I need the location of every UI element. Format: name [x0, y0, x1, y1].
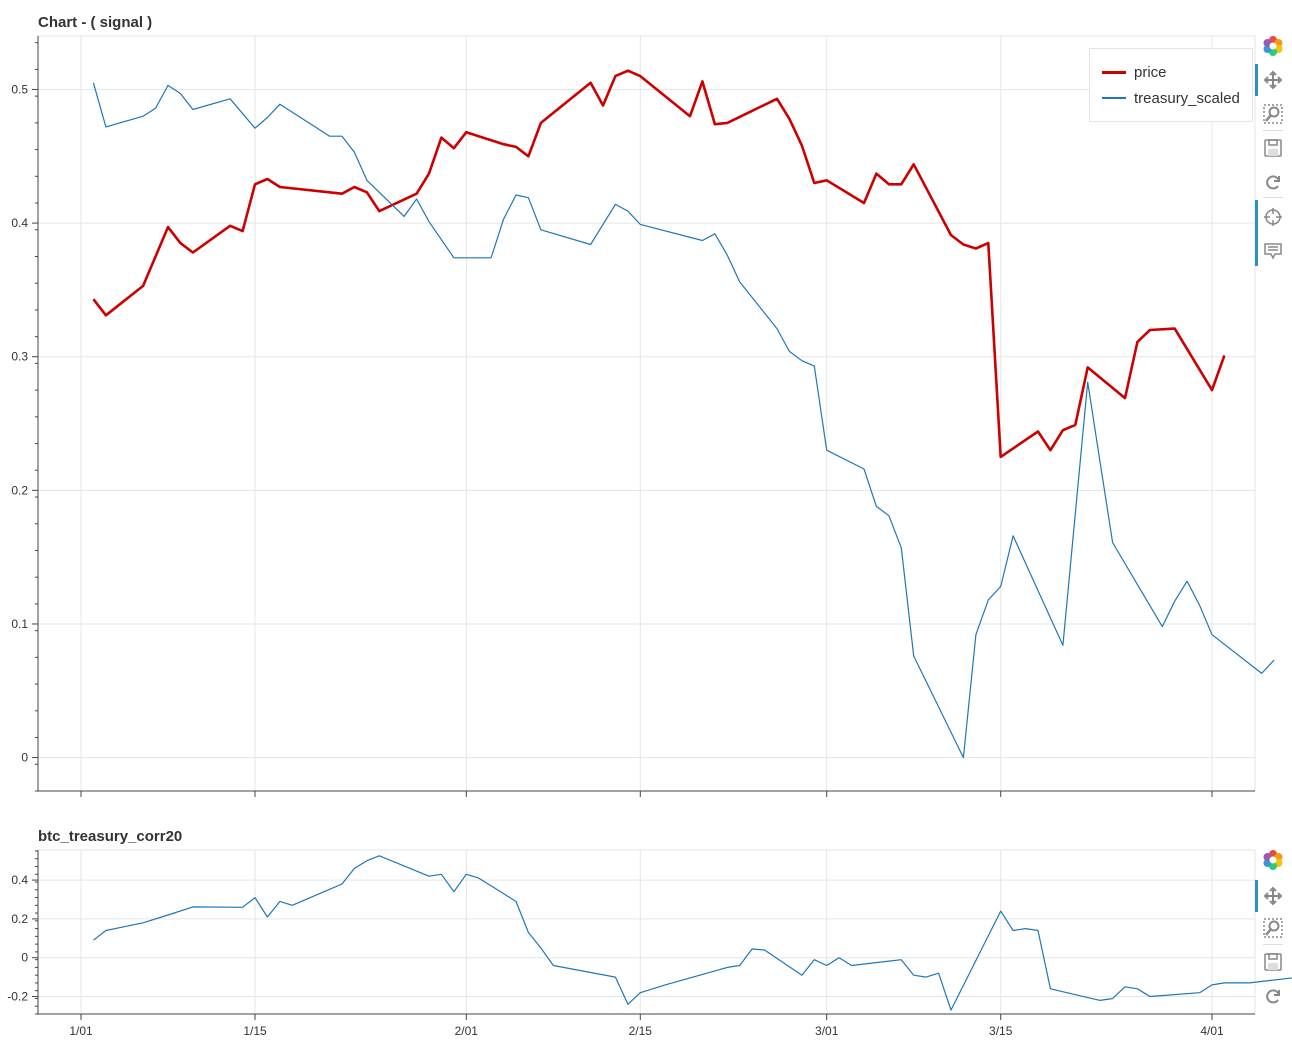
x-tick-label: 2/01 [455, 1024, 479, 1038]
bokeh-logo-icon[interactable] [1261, 848, 1285, 872]
y-tick-label: 0.2 [11, 912, 28, 926]
signal-chart-panel: Chart - ( signal ) 00.10.20.30.40.51/011… [0, 0, 1292, 800]
legend-item-treasury-scaled[interactable]: treasury_scaled [1102, 85, 1240, 111]
chart-legend: price treasury_scaled [1089, 48, 1253, 122]
legend-item-price[interactable]: price [1102, 59, 1240, 85]
x-tick-label: 3/01 [815, 1024, 839, 1038]
y-tick-label: -0.2 [7, 990, 28, 1004]
legend-label-treasury-scaled: treasury_scaled [1134, 89, 1240, 107]
plot-area[interactable] [37, 35, 1256, 792]
y-tick-label: 0.2 [11, 483, 28, 497]
toolbar-divider [1263, 944, 1283, 945]
pan-icon[interactable] [1261, 68, 1285, 92]
chart-title: Chart - ( signal ) [38, 14, 153, 31]
toolbar-divider [1263, 130, 1283, 131]
y-tick-label: 0.1 [11, 617, 28, 631]
x-tick-label: 1/15 [243, 1024, 267, 1038]
chart-toolbar [1255, 846, 1291, 1016]
legend-swatch-price [1102, 70, 1126, 74]
active-gesture-indicator [1255, 880, 1258, 912]
y-tick-label: 0.4 [11, 216, 28, 230]
active-inspect-indicator [1255, 200, 1258, 266]
reset-icon[interactable] [1261, 984, 1285, 1008]
crosshair-icon[interactable] [1261, 205, 1285, 229]
legend-swatch-treasury-scaled [1102, 97, 1126, 99]
chart-title: btc_treasury_corr20 [38, 828, 183, 845]
pan-icon[interactable] [1261, 884, 1285, 908]
y-tick-label: 0 [21, 751, 28, 765]
y-tick-label: 0.3 [11, 350, 28, 364]
reset-icon[interactable] [1261, 170, 1285, 194]
toolbar-divider [1263, 197, 1283, 198]
y-tick-label: 0.5 [11, 82, 28, 96]
series-line-price[interactable] [92, 69, 1226, 459]
legend-label-price: price [1134, 63, 1167, 81]
y-tick-label: 0.4 [11, 873, 28, 887]
x-tick-label: 3/15 [989, 1024, 1013, 1038]
correlation-plot[interactable]: -0.2 0 0.2 0.4 1/01 1/15 2/01 2/15 3/01 3/15 4/01 [0, 820, 1292, 1043]
correlation-chart-panel: btc_treasury_corr20 -0.2 0 0.2 0.4 1/01 1/15 2… [0, 820, 1292, 1043]
active-gesture-indicator [1255, 64, 1258, 96]
x-tick-label: 2/15 [629, 1024, 653, 1038]
bokeh-logo-icon[interactable] [1261, 34, 1285, 58]
box-zoom-icon[interactable] [1261, 102, 1285, 126]
box-zoom-icon[interactable] [1261, 916, 1285, 940]
save-icon[interactable] [1261, 950, 1285, 974]
save-icon[interactable] [1261, 136, 1285, 160]
signal-plot[interactable]: 00.10.20.30.40.51/011/152/012/153/013/15… [0, 0, 1292, 800]
x-tick-label: 1/01 [69, 1024, 93, 1038]
x-tick-label: 4/01 [1200, 1024, 1224, 1038]
plot-area[interactable] [37, 849, 1256, 1015]
series-line-treasury-scaled[interactable] [92, 82, 1275, 759]
y-tick-label: 0 [21, 951, 28, 965]
hover-icon[interactable] [1261, 239, 1285, 263]
chart-toolbar [1255, 30, 1291, 280]
series-line-correlation[interactable] [93, 855, 1292, 1011]
